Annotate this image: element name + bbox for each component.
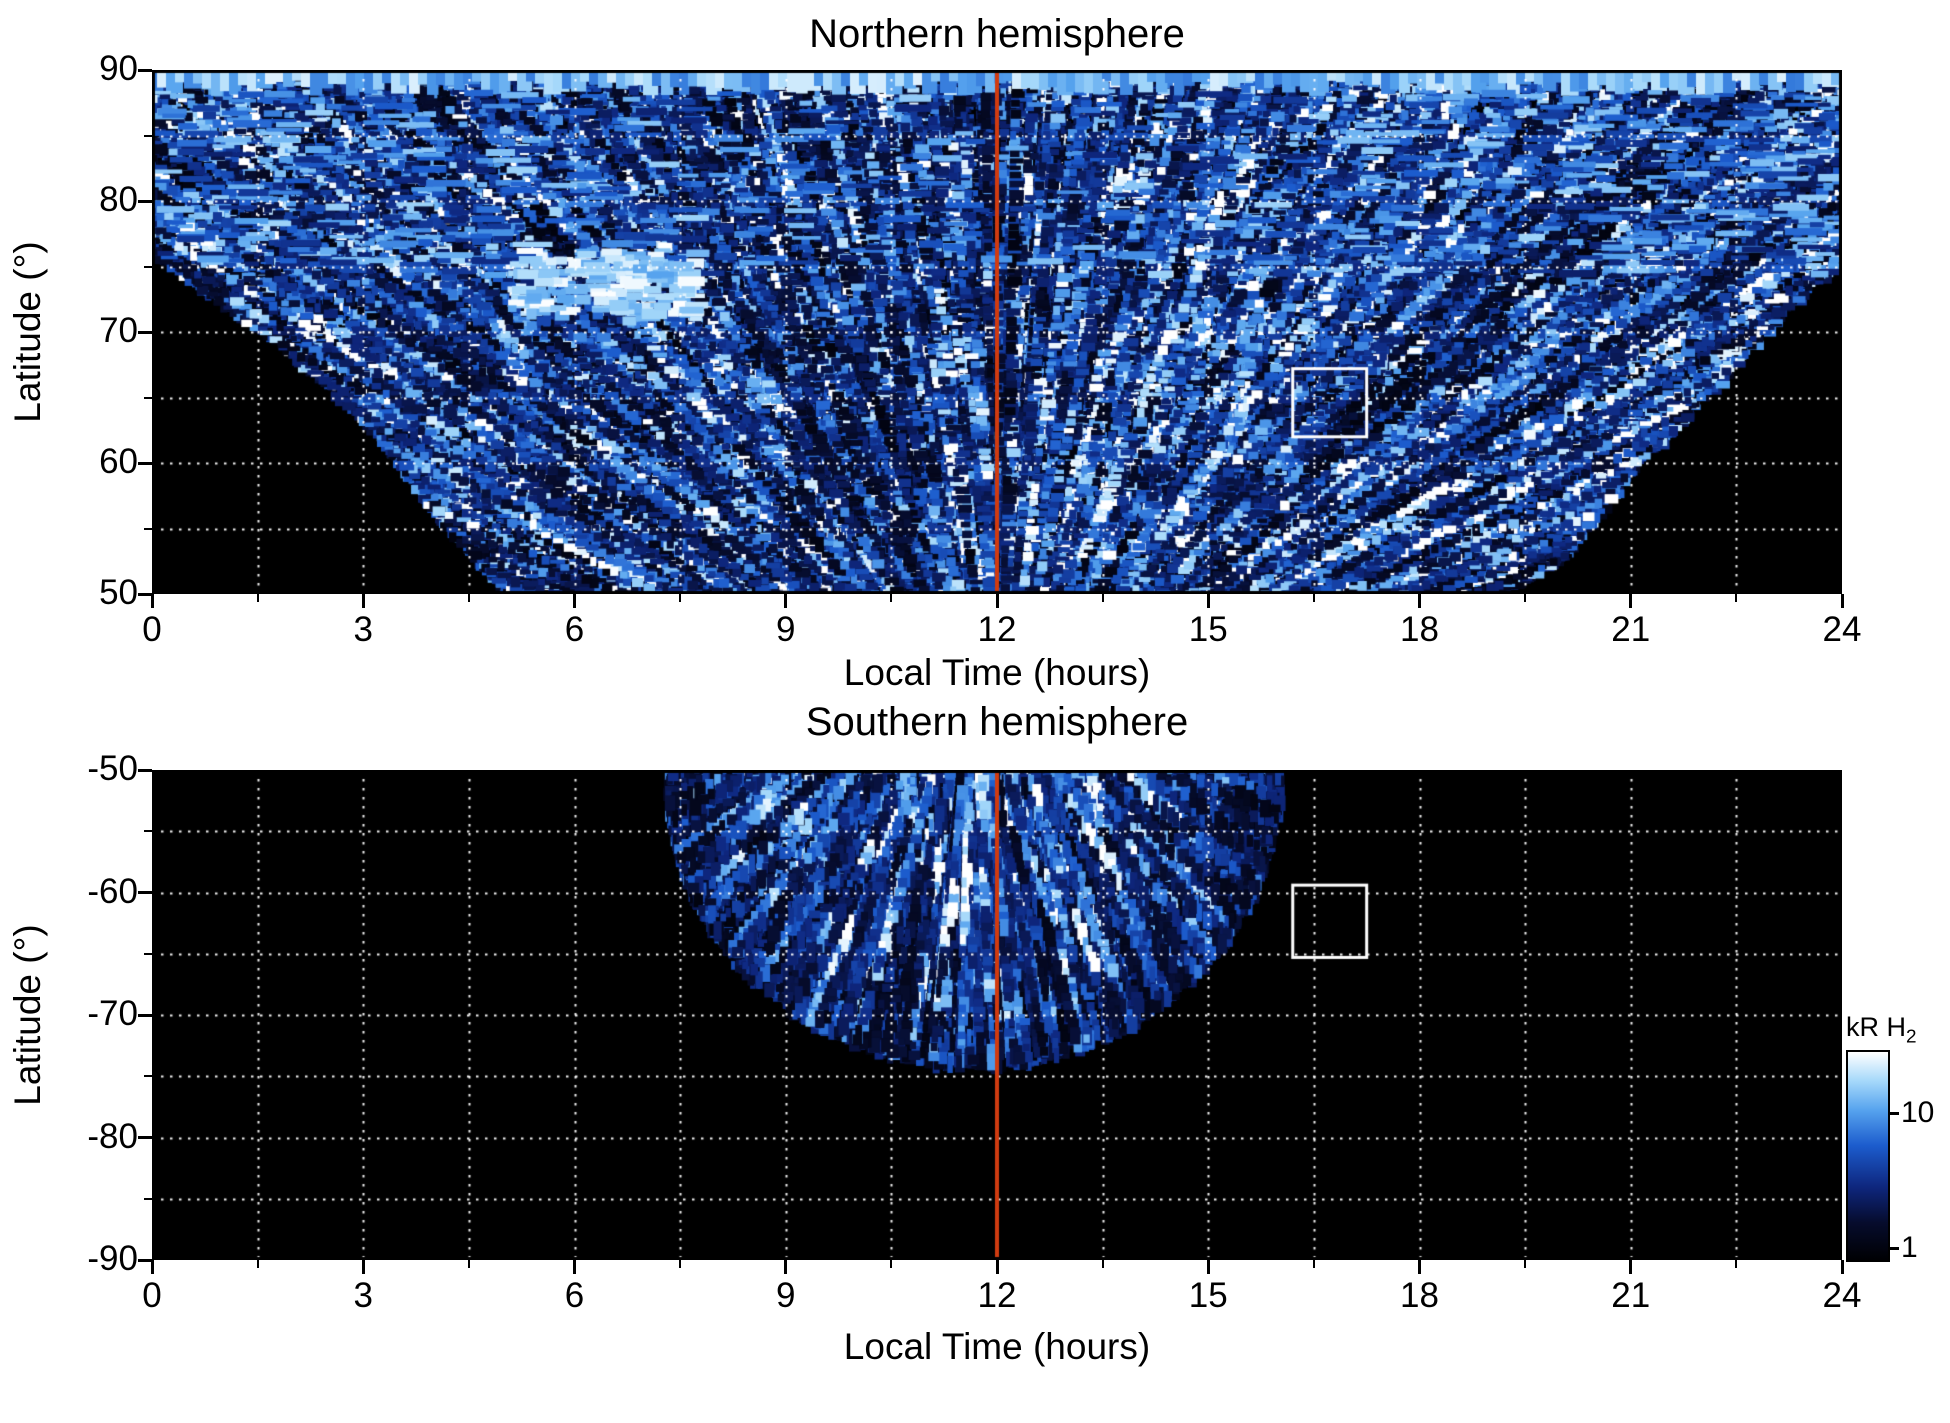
x-tick-mark — [1629, 1260, 1633, 1274]
x-tick-label: 6 — [564, 610, 585, 649]
y-tick-label: -70 — [87, 994, 138, 1033]
x-tick-label: 12 — [977, 610, 1017, 649]
colorbar-tickmark-10 — [1890, 1112, 1899, 1115]
x-tick-label: 24 — [1822, 610, 1862, 649]
x-minor-tick-mark — [1735, 594, 1738, 602]
x-tick-mark — [361, 594, 365, 608]
north-heatmap — [152, 70, 1842, 594]
y-minor-tick-mark — [144, 830, 152, 833]
colorbar-tickmark-1 — [1890, 1247, 1899, 1250]
x-tick-label: 18 — [1400, 1276, 1439, 1315]
x-tick-label: 15 — [1188, 1276, 1228, 1315]
x-minor-tick-mark — [256, 594, 259, 602]
x-minor-tick-mark — [467, 594, 470, 602]
x-minor-tick-mark — [256, 1260, 259, 1268]
x-tick-mark — [1206, 1260, 1210, 1274]
y-tick-label: -90 — [87, 1239, 138, 1278]
y-minor-tick-mark — [144, 952, 152, 955]
x-tick-mark — [150, 1260, 154, 1274]
south-x-axis-label: Local Time (hours) — [843, 1326, 1151, 1367]
colorbar-gradient — [1848, 1052, 1888, 1260]
x-tick-label: 0 — [142, 610, 162, 649]
y-tick-mark — [138, 1136, 152, 1139]
x-tick-label: 21 — [1611, 610, 1651, 649]
x-tick-mark — [573, 594, 576, 608]
x-tick-mark — [995, 594, 999, 608]
colorbar — [1846, 1050, 1890, 1262]
x-tick-mark — [361, 1260, 365, 1274]
y-minor-tick-mark — [144, 527, 152, 530]
x-tick-mark — [784, 594, 788, 608]
x-minor-tick-mark — [1524, 1260, 1527, 1268]
colorbar-label-sub: 2 — [1906, 1026, 1917, 1048]
colorbar-tick-label-1: 1 — [1901, 1231, 1918, 1264]
x-tick-mark — [573, 1260, 576, 1274]
x-tick-label: 9 — [776, 610, 796, 649]
x-tick-label: 15 — [1188, 610, 1228, 649]
north-y-axis-label: Latitude (°) — [7, 241, 48, 423]
x-minor-tick-mark — [679, 1260, 682, 1268]
north-panel-title: Northern hemisphere — [809, 12, 1185, 56]
y-tick-label: 80 — [99, 180, 138, 219]
x-tick-label: 3 — [353, 610, 373, 649]
x-tick-label: 18 — [1400, 610, 1439, 649]
y-tick-mark — [138, 461, 152, 465]
y-tick-mark — [138, 199, 152, 203]
north-x-axis-label: Local Time (hours) — [843, 652, 1151, 693]
x-tick-label: 3 — [353, 1276, 373, 1315]
x-tick-mark — [995, 1260, 999, 1274]
y-minor-tick-mark — [144, 396, 152, 399]
y-tick-label: -50 — [87, 749, 138, 788]
y-tick-label: -60 — [87, 871, 138, 911]
x-tick-mark — [1206, 594, 1210, 608]
x-minor-tick-mark — [1101, 594, 1104, 602]
x-tick-mark — [1418, 1260, 1421, 1274]
y-tick-mark — [138, 1013, 152, 1017]
colorbar-label-main: kR H — [1846, 1012, 1906, 1042]
x-minor-tick-mark — [1101, 1260, 1104, 1268]
x-minor-tick-mark — [679, 594, 682, 602]
y-tick-mark — [138, 592, 152, 596]
x-tick-label: 12 — [977, 1276, 1017, 1315]
y-minor-tick-mark — [144, 1075, 152, 1078]
x-tick-mark — [150, 594, 154, 608]
x-tick-mark — [1629, 594, 1633, 608]
colorbar-tick-label-10: 10 — [1901, 1096, 1935, 1129]
x-tick-label: 24 — [1822, 1276, 1862, 1315]
x-tick-label: 21 — [1611, 1276, 1651, 1315]
x-tick-label: 9 — [776, 1276, 796, 1315]
y-minor-tick-mark — [144, 265, 152, 268]
x-minor-tick-mark — [1735, 1260, 1738, 1268]
y-tick-mark — [138, 68, 152, 72]
y-tick-mark — [138, 891, 152, 894]
y-tick-mark — [138, 1258, 152, 1262]
y-tick-mark — [138, 330, 152, 334]
y-tick-label: 50 — [99, 573, 138, 612]
x-tick-mark — [1840, 1260, 1844, 1274]
y-minor-tick-mark — [144, 134, 152, 137]
y-tick-label: 60 — [99, 442, 138, 481]
y-tick-label: 90 — [99, 49, 138, 88]
x-tick-label: 0 — [142, 1276, 162, 1315]
x-minor-tick-mark — [890, 1260, 893, 1268]
south-y-axis-label: Latitude (°) — [7, 924, 48, 1106]
colorbar-label: kR H2 — [1846, 1012, 1917, 1048]
y-tick-label: -80 — [87, 1116, 138, 1156]
y-tick-label: 70 — [99, 311, 138, 350]
x-tick-mark — [784, 1260, 788, 1274]
x-minor-tick-mark — [890, 594, 893, 602]
x-minor-tick-mark — [1312, 594, 1315, 602]
x-minor-tick-mark — [1524, 594, 1527, 602]
x-tick-mark — [1840, 594, 1844, 608]
y-tick-mark — [138, 768, 152, 772]
y-minor-tick-mark — [144, 1197, 152, 1200]
x-tick-mark — [1418, 594, 1421, 608]
south-heatmap — [152, 770, 1842, 1260]
south-panel-title: Southern hemisphere — [805, 700, 1189, 744]
x-tick-label: 6 — [564, 1276, 585, 1315]
x-minor-tick-mark — [1312, 1260, 1315, 1268]
x-minor-tick-mark — [467, 1260, 470, 1268]
